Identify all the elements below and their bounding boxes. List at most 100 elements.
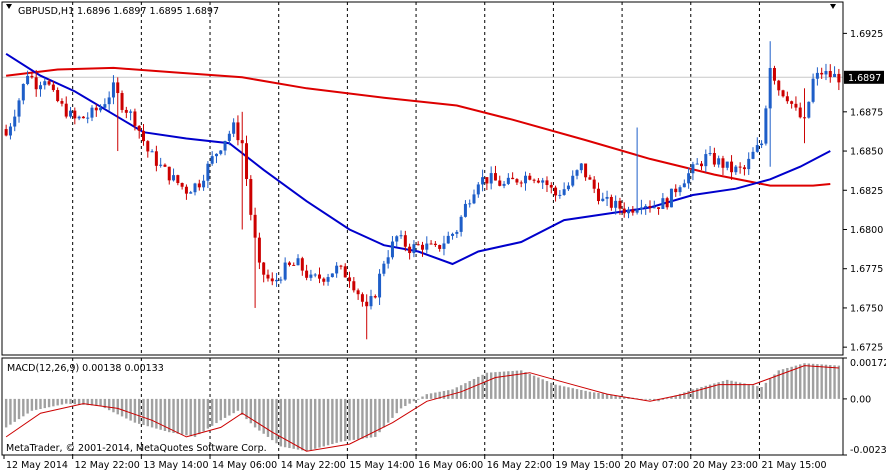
macd-bar bbox=[185, 398, 188, 436]
candle bbox=[502, 181, 506, 189]
candle bbox=[399, 230, 403, 239]
candle bbox=[86, 112, 90, 124]
candle-body bbox=[700, 163, 703, 167]
candle bbox=[154, 145, 158, 172]
candle bbox=[317, 267, 321, 284]
candle-body bbox=[330, 273, 334, 278]
candle-body bbox=[129, 111, 133, 113]
candle bbox=[348, 271, 352, 288]
candle-body bbox=[184, 186, 188, 194]
candle bbox=[481, 169, 485, 192]
candle-body bbox=[421, 244, 424, 250]
candle bbox=[584, 163, 588, 181]
candle bbox=[184, 184, 188, 200]
candle bbox=[541, 177, 545, 189]
candle-body bbox=[356, 290, 360, 295]
candle-body bbox=[738, 166, 742, 168]
candle-body bbox=[584, 163, 588, 178]
macd-tick-label: 0.00 bbox=[850, 394, 871, 405]
macd-bar bbox=[614, 395, 617, 399]
candle bbox=[309, 269, 313, 281]
candle-body bbox=[107, 97, 111, 105]
macd-bar bbox=[575, 389, 579, 399]
ma-slow-line bbox=[5, 66, 831, 187]
macd-bar bbox=[537, 377, 540, 399]
candle bbox=[571, 170, 575, 188]
candle bbox=[592, 176, 596, 194]
candle-body bbox=[592, 179, 596, 189]
macd-bar bbox=[52, 398, 55, 407]
macd-bar bbox=[597, 392, 600, 399]
candle bbox=[425, 236, 429, 254]
candle bbox=[669, 188, 673, 208]
candle-body bbox=[824, 71, 828, 75]
candle bbox=[73, 107, 77, 125]
candle-body bbox=[558, 194, 562, 196]
macd-bar bbox=[22, 398, 25, 417]
macd-axis[interactable]: 0.00172 0.00 -0.00236 bbox=[843, 357, 886, 456]
macd-bar bbox=[472, 378, 476, 399]
macd-bar bbox=[245, 398, 248, 420]
candle-body bbox=[687, 173, 691, 184]
macd-bar bbox=[34, 398, 38, 410]
macd-bar bbox=[417, 398, 420, 400]
candle-body bbox=[652, 207, 656, 209]
candle bbox=[596, 182, 600, 205]
candle bbox=[785, 91, 789, 104]
shift-arrow-icon bbox=[830, 4, 836, 9]
macd-bar bbox=[150, 398, 154, 428]
candle-body bbox=[837, 73, 841, 83]
macd-bar bbox=[528, 373, 532, 399]
candle-body bbox=[373, 296, 377, 298]
candle bbox=[652, 200, 656, 209]
candle-body bbox=[498, 180, 502, 186]
candle bbox=[305, 264, 309, 281]
candle bbox=[356, 288, 360, 300]
macd-bar bbox=[69, 398, 72, 404]
candle bbox=[609, 194, 613, 211]
candle bbox=[408, 243, 412, 260]
candle-body bbox=[103, 104, 107, 108]
candle bbox=[545, 176, 549, 193]
macd-bar bbox=[301, 398, 304, 451]
macd-bar bbox=[99, 398, 102, 407]
time-axis[interactable]: 12 May 2014 12 May 22:00 13 May 14:00 14 Ma… bbox=[3, 455, 827, 471]
macd-bar bbox=[103, 398, 107, 409]
macd-bar bbox=[429, 393, 433, 399]
macd-bar bbox=[193, 398, 197, 437]
candle bbox=[828, 64, 832, 83]
candle bbox=[172, 168, 176, 182]
candle-body bbox=[639, 207, 643, 210]
candle bbox=[214, 153, 218, 164]
macd-bar bbox=[90, 398, 94, 406]
candle-body bbox=[245, 143, 249, 180]
time-tick-label: 16 May 06:00 bbox=[418, 460, 483, 471]
candle-body bbox=[755, 145, 759, 152]
candle bbox=[326, 273, 330, 286]
price-axis[interactable]: 1.6925 1.6875 1.6850 1.6825 1.6800 1.6775 1.67… bbox=[843, 29, 884, 354]
candle-body bbox=[691, 164, 695, 174]
price-tick-label: 1.6725 bbox=[850, 343, 883, 354]
macd-bar bbox=[773, 374, 776, 399]
candle-body bbox=[270, 278, 274, 282]
macd-bar bbox=[176, 398, 180, 434]
candle-body bbox=[99, 107, 103, 111]
candle-body bbox=[515, 179, 519, 183]
candle bbox=[416, 241, 420, 246]
candle-body bbox=[429, 243, 433, 245]
candle bbox=[631, 206, 635, 216]
candle-body bbox=[206, 163, 210, 181]
candle bbox=[820, 67, 824, 79]
candle-body bbox=[17, 100, 21, 117]
candle bbox=[472, 189, 476, 205]
macd-bar bbox=[292, 398, 295, 449]
macd-bar bbox=[125, 398, 128, 419]
macd-bar bbox=[374, 398, 377, 437]
macd-bar bbox=[764, 382, 768, 399]
candle-body bbox=[403, 235, 407, 247]
macd-bar bbox=[404, 398, 407, 407]
candle-body bbox=[386, 257, 390, 264]
candle bbox=[764, 105, 768, 146]
